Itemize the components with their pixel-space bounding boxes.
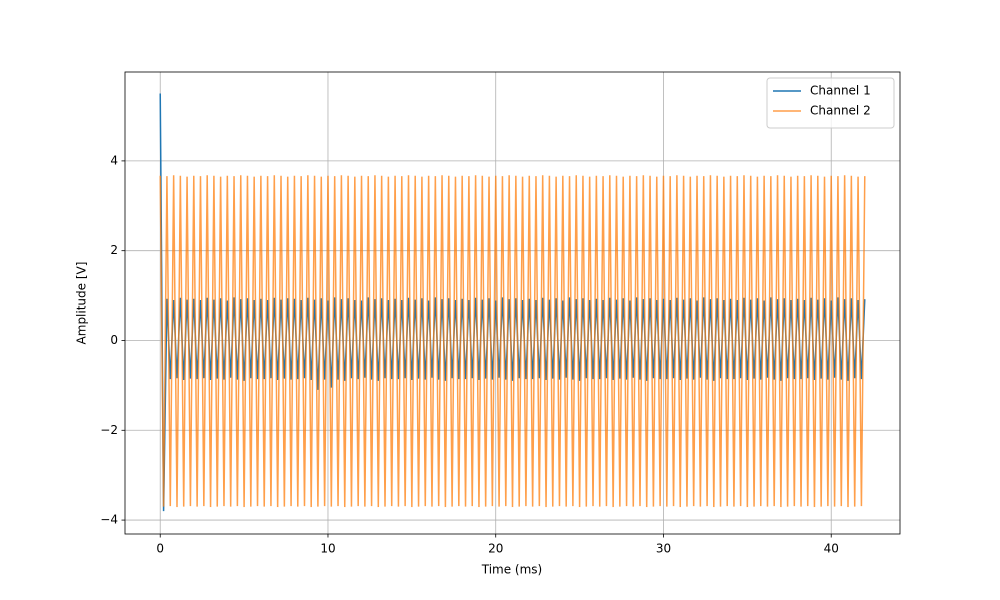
x-tick-label: 10 bbox=[320, 542, 335, 556]
x-tick-label: 40 bbox=[824, 542, 839, 556]
x-tick-label: 0 bbox=[156, 542, 164, 556]
x-axis-label: Time (ms) bbox=[481, 563, 543, 577]
y-tick-label: 4 bbox=[110, 153, 118, 167]
y-tick-label: 0 bbox=[110, 333, 118, 347]
y-axis-label: Amplitude [V] bbox=[75, 262, 89, 345]
x-tick-label: 20 bbox=[488, 542, 503, 556]
legend: Channel 1 Channel 2 bbox=[766, 77, 895, 129]
series-line bbox=[159, 175, 866, 508]
series-line bbox=[159, 93, 866, 512]
y-tick-label: −2 bbox=[100, 423, 118, 437]
y-tick-label: 2 bbox=[110, 243, 118, 257]
axes-frame bbox=[124, 71, 901, 535]
ticks: 0 10 20 30 40 −4 −2 0 2 4 bbox=[100, 153, 839, 555]
x-tick-label: 30 bbox=[656, 542, 671, 556]
legend-label: Channel 1 bbox=[810, 84, 871, 98]
y-tick-label: −4 bbox=[100, 513, 118, 527]
legend-label: Channel 2 bbox=[810, 104, 871, 118]
plot-area bbox=[159, 93, 866, 512]
